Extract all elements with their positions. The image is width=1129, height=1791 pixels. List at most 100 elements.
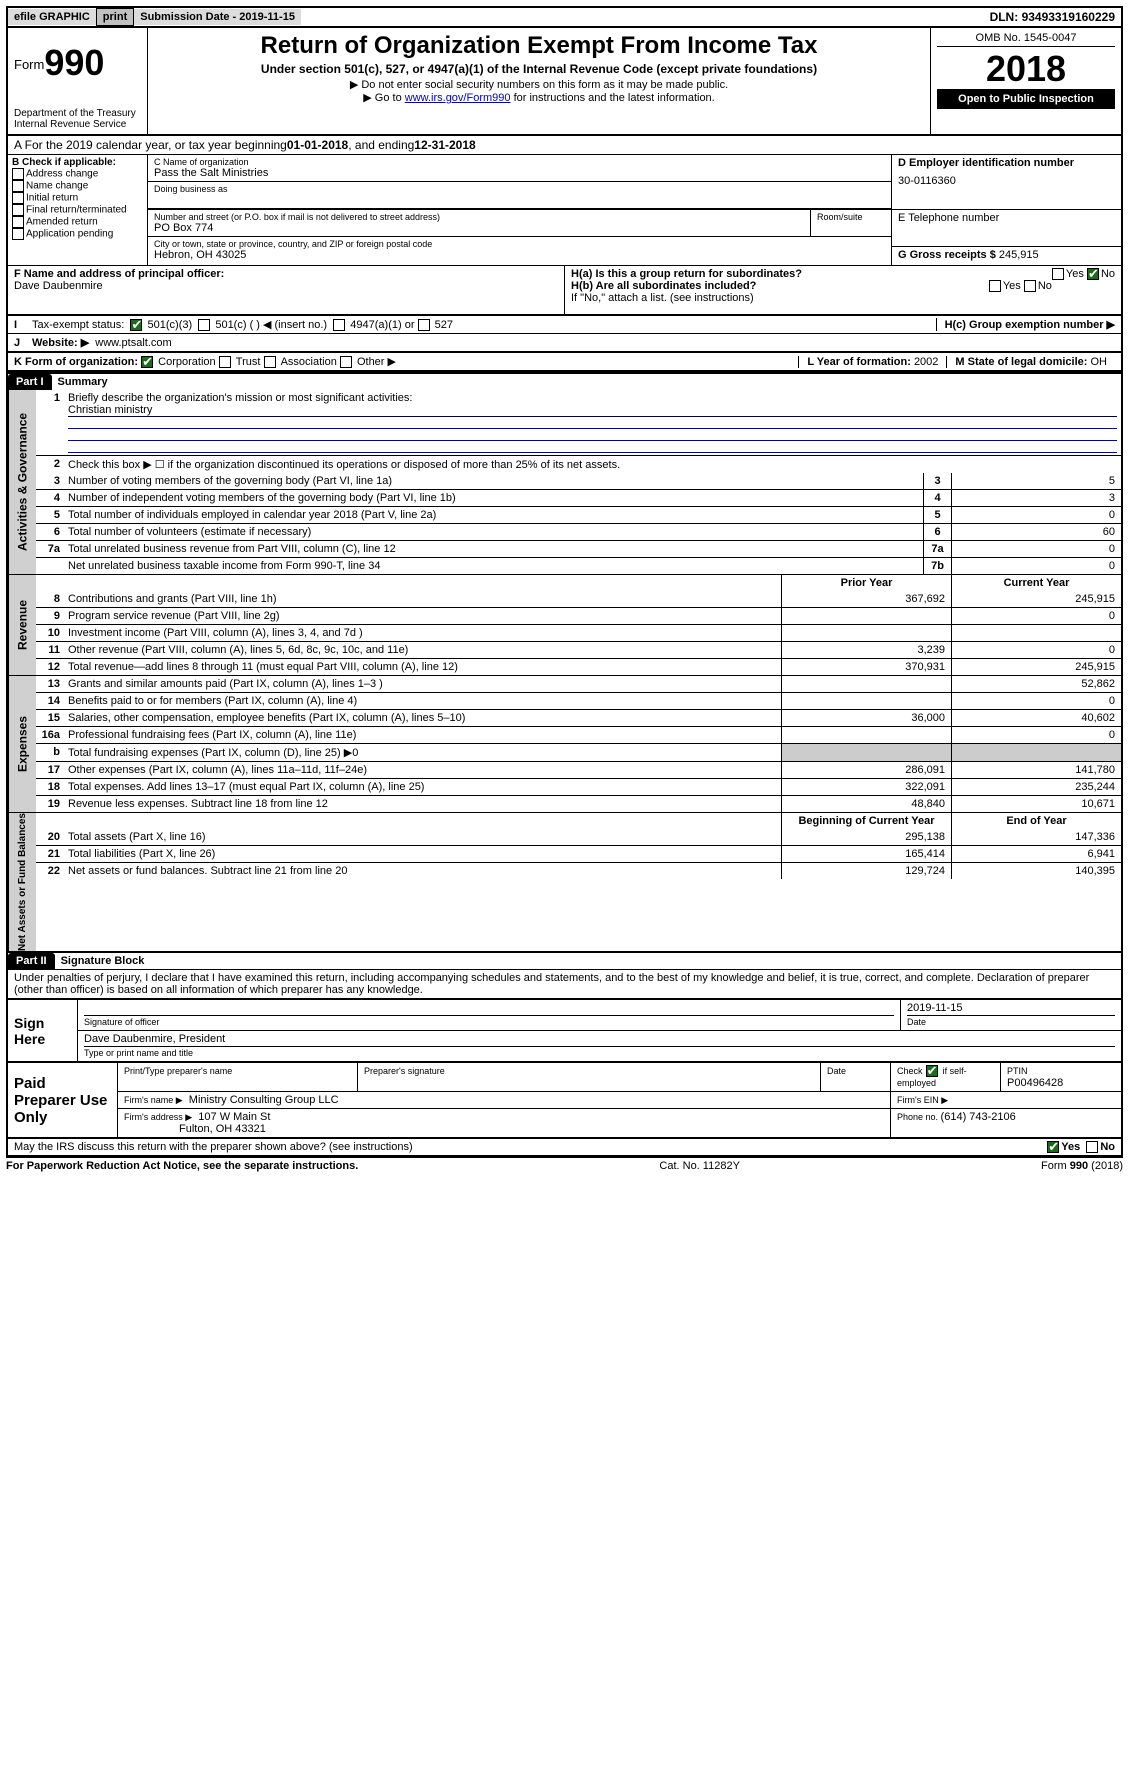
- section-fh: F Name and address of principal officer:…: [6, 265, 1123, 316]
- row-j-website: J Website: ▶ www.ptsalt.com: [6, 334, 1123, 353]
- g-gross-label: G Gross receipts $: [898, 249, 999, 261]
- b-label: B Check if applicable:: [12, 157, 116, 168]
- ck-trust[interactable]: [219, 356, 231, 368]
- g-gross-value: 245,915: [999, 249, 1039, 261]
- d-ein-label: D Employer identification number: [898, 157, 1074, 169]
- omb-number: OMB No. 1545-0047: [937, 32, 1115, 47]
- print-button[interactable]: print: [96, 8, 134, 26]
- checkbox-application-pending[interactable]: [12, 228, 24, 240]
- checkbox-address-change[interactable]: [12, 168, 24, 180]
- page-footer: For Paperwork Reduction Act Notice, see …: [6, 1157, 1123, 1174]
- hb-note: If "No," attach a list. (see instruction…: [571, 292, 1115, 304]
- tab-governance: Activities & Governance: [8, 390, 36, 574]
- part-ii-header: Part II Signature Block: [6, 953, 1123, 969]
- sign-here-block: Sign Here Signature of officer 2019-11-1…: [6, 998, 1123, 1063]
- discuss-yes[interactable]: [1047, 1141, 1059, 1153]
- ck-527[interactable]: [418, 319, 430, 331]
- ck-association[interactable]: [264, 356, 276, 368]
- expense-row: 14Benefits paid to or for members (Part …: [36, 692, 1121, 709]
- section-governance: Activities & Governance 1 Briefly descri…: [6, 390, 1123, 575]
- c-name-label: C Name of organization: [154, 157, 885, 167]
- m-state: M State of legal domicile: OH: [946, 356, 1115, 368]
- irs-link[interactable]: www.irs.gov/Form990: [405, 92, 511, 104]
- part-i-header: Part I Summary: [6, 372, 1123, 390]
- dba-label: Doing business as: [154, 184, 885, 194]
- city-value: Hebron, OH 43025: [154, 249, 885, 261]
- street-value: PO Box 774: [154, 222, 804, 234]
- checkbox-final-return[interactable]: [12, 204, 24, 216]
- ck-other[interactable]: [340, 356, 352, 368]
- website-value: www.ptsalt.com: [95, 337, 171, 349]
- tab-revenue: Revenue: [8, 575, 36, 675]
- ck-4947[interactable]: [333, 319, 345, 331]
- ha-yes[interactable]: [1052, 268, 1064, 280]
- discuss-row: May the IRS discuss this return with the…: [6, 1139, 1123, 1157]
- ha-no[interactable]: [1087, 268, 1099, 280]
- row-i-tax-exempt: I Tax-exempt status: 501(c)(3) 501(c) ( …: [6, 316, 1123, 334]
- dept-treasury: Department of the Treasury: [14, 108, 141, 119]
- form-number: Form990: [14, 42, 141, 84]
- room-label: Room/suite: [817, 212, 885, 222]
- gov-row: 7aTotal unrelated business revenue from …: [36, 540, 1121, 557]
- top-bar: efile GRAPHIC print Submission Date - 20…: [6, 6, 1123, 28]
- checkbox-initial-return[interactable]: [12, 192, 24, 204]
- open-to-public: Open to Public Inspection: [937, 89, 1115, 109]
- perjury-text: Under penalties of perjury, I declare th…: [6, 969, 1123, 998]
- netasset-row: 21Total liabilities (Part X, line 26)165…: [36, 845, 1121, 862]
- netasset-row: 22Net assets or fund balances. Subtract …: [36, 862, 1121, 879]
- expense-row: 13Grants and similar amounts paid (Part …: [36, 676, 1121, 692]
- row-klm: K Form of organization: Corporation Trus…: [6, 353, 1123, 372]
- dln-value: 93493319160229: [1022, 10, 1115, 24]
- f-officer-name: Dave Daubenmire: [14, 280, 103, 292]
- checkbox-name-change[interactable]: [12, 180, 24, 192]
- hb-row: H(b) Are all subordinates included? Yes …: [571, 280, 1115, 292]
- hb-yes[interactable]: [989, 280, 1001, 292]
- ck-corporation[interactable]: [141, 356, 153, 368]
- city-label: City or town, state or province, country…: [154, 239, 885, 249]
- col-header-row: Prior Year Current Year: [36, 575, 1121, 591]
- hc-row: H(c) Group exemption number ▶: [936, 318, 1115, 331]
- section-revenue: Revenue Prior Year Current Year 8Contrib…: [6, 575, 1123, 676]
- d-ein-value: 30-0116360: [898, 175, 1115, 187]
- dept-irs: Internal Revenue Service: [14, 119, 141, 130]
- submission-date-label: Submission Date -: [140, 11, 239, 23]
- expense-row: bTotal fundraising expenses (Part IX, co…: [36, 743, 1121, 761]
- ssn-warning: ▶ Do not enter social security numbers o…: [154, 78, 924, 91]
- efile-label: efile GRAPHIC: [8, 9, 96, 25]
- f-officer-label: F Name and address of principal officer:: [14, 268, 224, 280]
- footer-form: Form 990 (2018): [1041, 1160, 1123, 1172]
- expense-row: 19Revenue less expenses. Subtract line 1…: [36, 795, 1121, 812]
- revenue-row: 11Other revenue (Part VIII, column (A), …: [36, 641, 1121, 658]
- form-subtitle: Under section 501(c), 527, or 4947(a)(1)…: [154, 62, 924, 76]
- form-title: Return of Organization Exempt From Incom…: [154, 32, 924, 60]
- gov-row: Net unrelated business taxable income fr…: [36, 557, 1121, 574]
- expense-row: 15Salaries, other compensation, employee…: [36, 709, 1121, 726]
- street-label: Number and street (or P.O. box if mail i…: [154, 212, 804, 222]
- discuss-no[interactable]: [1086, 1141, 1098, 1153]
- paid-preparer-block: Paid Preparer Use Only Print/Type prepar…: [6, 1063, 1123, 1139]
- org-name: Pass the Salt Ministries: [154, 167, 885, 179]
- l-year: L Year of formation: 2002: [798, 356, 946, 368]
- col-b-checkboxes: B Check if applicable: Address change Na…: [8, 155, 148, 265]
- revenue-row: 9Program service revenue (Part VIII, lin…: [36, 607, 1121, 624]
- form-header: Form990 Department of the Treasury Inter…: [6, 28, 1123, 136]
- hb-no[interactable]: [1024, 280, 1036, 292]
- gov-row: 4Number of independent voting members of…: [36, 489, 1121, 506]
- expense-row: 17Other expenses (Part IX, column (A), l…: [36, 761, 1121, 778]
- checkbox-amended-return[interactable]: [12, 216, 24, 228]
- submission-date-box: Submission Date - 2019-11-15: [134, 9, 301, 25]
- dln-box: DLN: 93493319160229: [984, 8, 1121, 26]
- submission-date-value: 2019-11-15: [239, 11, 295, 23]
- gov-row: 5Total number of individuals employed in…: [36, 506, 1121, 523]
- dln-label: DLN:: [990, 10, 1022, 24]
- tax-year: 2018: [937, 51, 1115, 87]
- goto-link-row: ▶ Go to www.irs.gov/Form990 for instruct…: [154, 91, 924, 104]
- ck-501c[interactable]: [198, 319, 210, 331]
- e-phone-label: E Telephone number: [898, 212, 1115, 224]
- tab-expenses: Expenses: [8, 676, 36, 812]
- revenue-row: 10Investment income (Part VIII, column (…: [36, 624, 1121, 641]
- tab-net-assets: Net Assets or Fund Balances: [8, 813, 36, 951]
- revenue-row: 12Total revenue—add lines 8 through 11 (…: [36, 658, 1121, 675]
- ck-501c3[interactable]: [130, 319, 142, 331]
- ck-self-employed[interactable]: [926, 1065, 938, 1077]
